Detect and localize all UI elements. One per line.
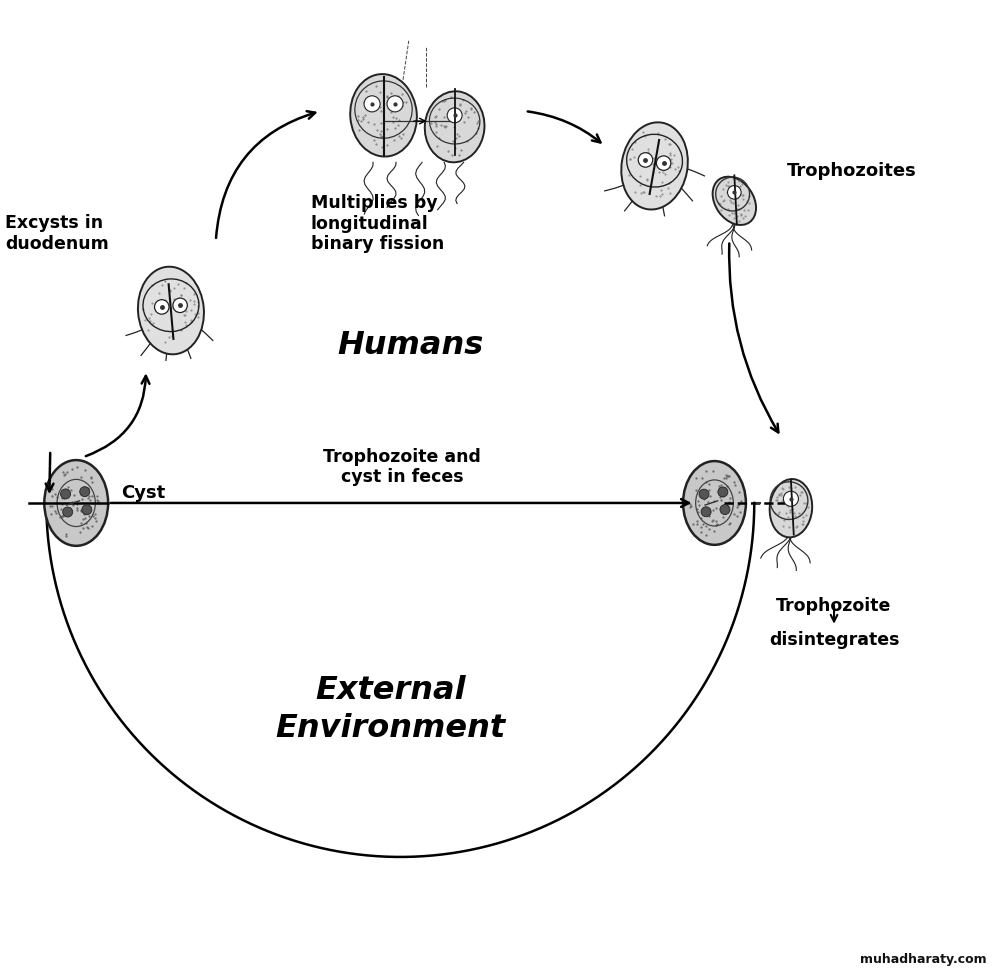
Text: Trophozoites: Trophozoites — [787, 162, 917, 180]
Ellipse shape — [387, 96, 403, 112]
Ellipse shape — [138, 267, 204, 354]
Ellipse shape — [350, 74, 417, 157]
Text: Cyst: Cyst — [121, 484, 165, 502]
Text: Multiplies by
longitudinal
binary fission: Multiplies by longitudinal binary fissio… — [311, 194, 444, 254]
Ellipse shape — [638, 153, 653, 167]
Ellipse shape — [82, 505, 92, 515]
Ellipse shape — [173, 298, 187, 313]
Text: Excysts in
duodenum: Excysts in duodenum — [5, 214, 109, 253]
Ellipse shape — [656, 156, 671, 171]
Ellipse shape — [44, 460, 108, 546]
Ellipse shape — [701, 507, 711, 517]
Text: Humans: Humans — [337, 330, 483, 361]
Text: Trophozoite and
cyst in feces: Trophozoite and cyst in feces — [323, 448, 481, 487]
Text: External
Environment: External Environment — [275, 675, 505, 744]
Ellipse shape — [621, 122, 688, 210]
Text: Trophozoite: Trophozoite — [776, 597, 892, 614]
Ellipse shape — [699, 489, 709, 499]
Ellipse shape — [364, 96, 380, 112]
Ellipse shape — [683, 461, 746, 545]
Ellipse shape — [728, 185, 741, 199]
Ellipse shape — [718, 487, 728, 497]
Ellipse shape — [80, 487, 90, 496]
Ellipse shape — [425, 92, 484, 162]
Ellipse shape — [61, 488, 71, 499]
Ellipse shape — [155, 299, 169, 314]
Ellipse shape — [447, 108, 462, 123]
Ellipse shape — [770, 479, 812, 537]
Text: disintegrates: disintegrates — [769, 631, 899, 648]
Text: muhadharaty.com: muhadharaty.com — [860, 953, 987, 965]
Ellipse shape — [720, 505, 730, 515]
Ellipse shape — [783, 491, 798, 506]
Ellipse shape — [713, 176, 756, 225]
Ellipse shape — [63, 507, 73, 517]
